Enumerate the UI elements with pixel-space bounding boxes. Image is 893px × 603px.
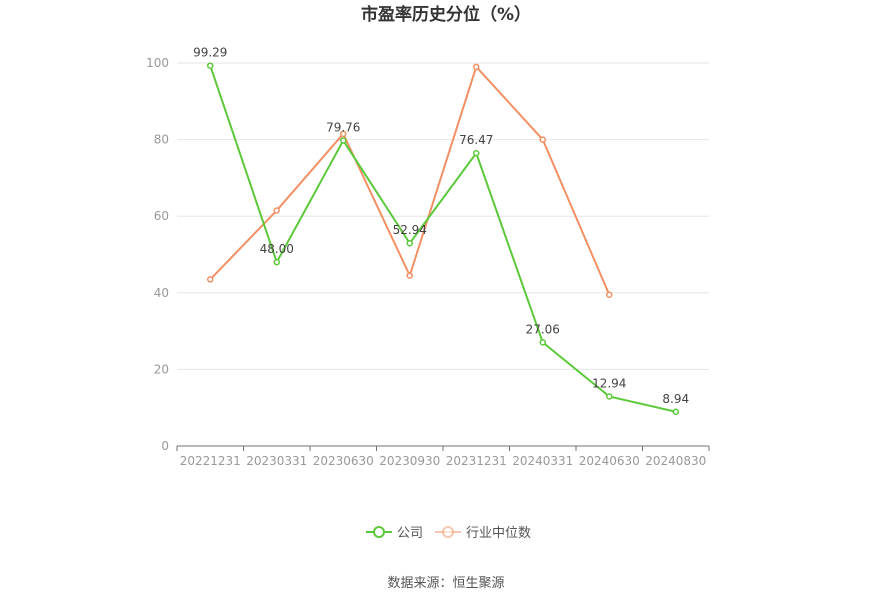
- data-point[interactable]: [273, 207, 280, 214]
- series-company: [207, 62, 679, 416]
- data-point[interactable]: [273, 258, 280, 266]
- x-axis: 20221231 20230331 20230630 20230930 20231231…: [176, 445, 710, 468]
- data-point[interactable]: [406, 239, 413, 247]
- x-tick-label: 20231231: [446, 454, 507, 468]
- data-point[interactable]: [207, 62, 214, 69]
- data-point[interactable]: [473, 149, 480, 157]
- y-tick-label: 0: [161, 439, 169, 453]
- legend-label-industry: 行业中位数: [466, 526, 531, 541]
- y-tick-label: 80: [154, 133, 169, 147]
- data-label: 48.00: [260, 242, 294, 256]
- data-point[interactable]: [473, 63, 480, 71]
- data-label: 12.94: [592, 376, 626, 390]
- x-tick-label: 20240630: [579, 454, 640, 468]
- x-tick-label: 20230630: [313, 454, 374, 468]
- source-note: 数据来源：恒生聚源: [387, 576, 504, 591]
- gridlines: [177, 62, 709, 370]
- data-point[interactable]: [606, 393, 613, 400]
- y-tick-label: 100: [146, 56, 169, 70]
- legend-item-company[interactable]: 公司: [366, 526, 423, 541]
- data-label: 27.06: [526, 322, 560, 336]
- data-label: 99.29: [193, 46, 227, 60]
- x-tick-label: 20221231: [180, 454, 241, 468]
- legend-marker-industry: [442, 526, 454, 538]
- data-point[interactable]: [672, 408, 679, 416]
- legend[interactable]: 公司 行业中位数: [366, 526, 531, 541]
- legend-marker-company: [373, 526, 385, 538]
- data-label: 8.94: [662, 392, 689, 406]
- series-industry: [207, 63, 613, 298]
- series-line: [209, 65, 676, 413]
- y-tick-label: 40: [154, 286, 169, 300]
- legend-item-industry[interactable]: 行业中位数: [435, 526, 531, 541]
- y-tick-label: 20: [154, 362, 169, 376]
- chart-title: 市盈率历史分位（%）: [361, 4, 531, 25]
- x-tick-label: 20240331: [512, 454, 573, 468]
- data-point[interactable]: [207, 276, 214, 283]
- data-label: 79.76: [326, 121, 360, 135]
- data-label: 76.47: [459, 133, 493, 147]
- x-tick-label: 20230331: [246, 454, 307, 468]
- y-axis: 0 20 40 60 80 100: [146, 56, 169, 453]
- legend-label-company: 公司: [397, 526, 423, 541]
- series-line: [209, 64, 611, 296]
- data-point[interactable]: [340, 130, 347, 138]
- data-point[interactable]: [406, 272, 413, 279]
- y-tick-label: 60: [154, 209, 169, 223]
- data-point[interactable]: [340, 137, 347, 144]
- data-point[interactable]: [606, 291, 613, 298]
- data-labels: 99.29 48.00 79.76 52.94 76.47 27.06 12.94 8.94: [193, 46, 689, 406]
- x-tick-label: 20230930: [379, 454, 440, 468]
- data-label: 52.94: [393, 223, 427, 237]
- data-point[interactable]: [539, 339, 546, 346]
- data-point[interactable]: [539, 136, 546, 143]
- x-tick-label: 20240830: [645, 454, 706, 468]
